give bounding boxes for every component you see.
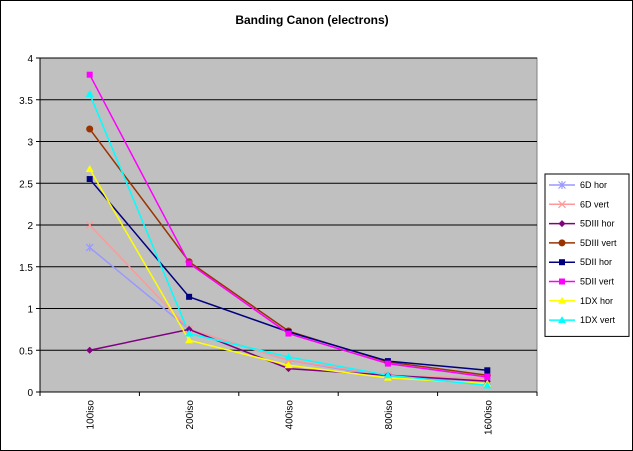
data-point <box>186 293 193 300</box>
data-point <box>284 361 293 369</box>
data-point <box>86 346 94 354</box>
legend-label: 5DIII vert <box>580 238 617 248</box>
legend-label: 1DX hor <box>580 296 613 306</box>
chart-title: Banding Canon (electrons) <box>235 13 388 27</box>
data-point <box>484 373 491 380</box>
y-tick-label: 3.5 <box>19 96 33 107</box>
data-point <box>86 176 93 183</box>
data-point <box>558 200 566 209</box>
legend-label: 6D hor <box>580 180 607 190</box>
legend-label: 5DII vert <box>580 277 615 287</box>
y-tick-label: 4 <box>27 54 33 65</box>
data-point <box>558 296 566 304</box>
data-point <box>185 325 193 333</box>
data-point <box>384 360 391 367</box>
y-tick-label: 2.5 <box>19 179 33 190</box>
data-point <box>85 165 94 173</box>
x-tick-label: 800iso <box>384 400 395 430</box>
data-point <box>186 260 193 267</box>
data-point <box>558 316 566 324</box>
y-tick-label: 0.5 <box>19 346 33 357</box>
series-markers <box>85 71 492 389</box>
data-point <box>284 352 293 360</box>
data-point <box>484 367 491 374</box>
x-tick-label: 100iso <box>86 400 97 430</box>
data-point <box>86 71 93 78</box>
legend-label: 6D vert <box>580 199 610 209</box>
x-tick-label: 200iso <box>185 400 196 430</box>
y-tick-label: 3 <box>27 138 33 149</box>
data-point <box>558 239 566 247</box>
legend: 6D hor 6D vert 5DIII hor 5DIII vert 5DII hor… <box>544 173 630 337</box>
data-point <box>558 220 566 228</box>
data-point <box>559 278 565 285</box>
x-tick-label: 400iso <box>285 400 296 430</box>
data-point <box>483 381 492 389</box>
y-tick-label: 0 <box>27 388 33 399</box>
data-point <box>383 371 392 379</box>
data-point <box>559 259 565 266</box>
y-tick-label: 2 <box>27 221 33 232</box>
data-point <box>185 329 194 337</box>
legend-label: 5DIII hor <box>580 219 615 229</box>
data-point <box>86 125 94 133</box>
data-point <box>185 336 194 344</box>
data-point <box>285 330 292 337</box>
data-point <box>85 89 94 97</box>
data-point <box>85 243 94 252</box>
y-tick-label: 1.5 <box>19 263 33 274</box>
data-point <box>558 181 566 189</box>
legend-label: 5DII hor <box>580 257 612 267</box>
data-point <box>85 221 94 229</box>
axes: 0 0.5 1 1.5 2 2.5 3 3.5 4 100iso 200iso 400iso 800is… <box>19 54 538 435</box>
legend-label: 1DX vert <box>580 315 616 325</box>
y-tick-label: 1 <box>27 305 33 316</box>
gridlines <box>40 57 537 351</box>
x-tick-label: 1600iso <box>483 400 494 435</box>
